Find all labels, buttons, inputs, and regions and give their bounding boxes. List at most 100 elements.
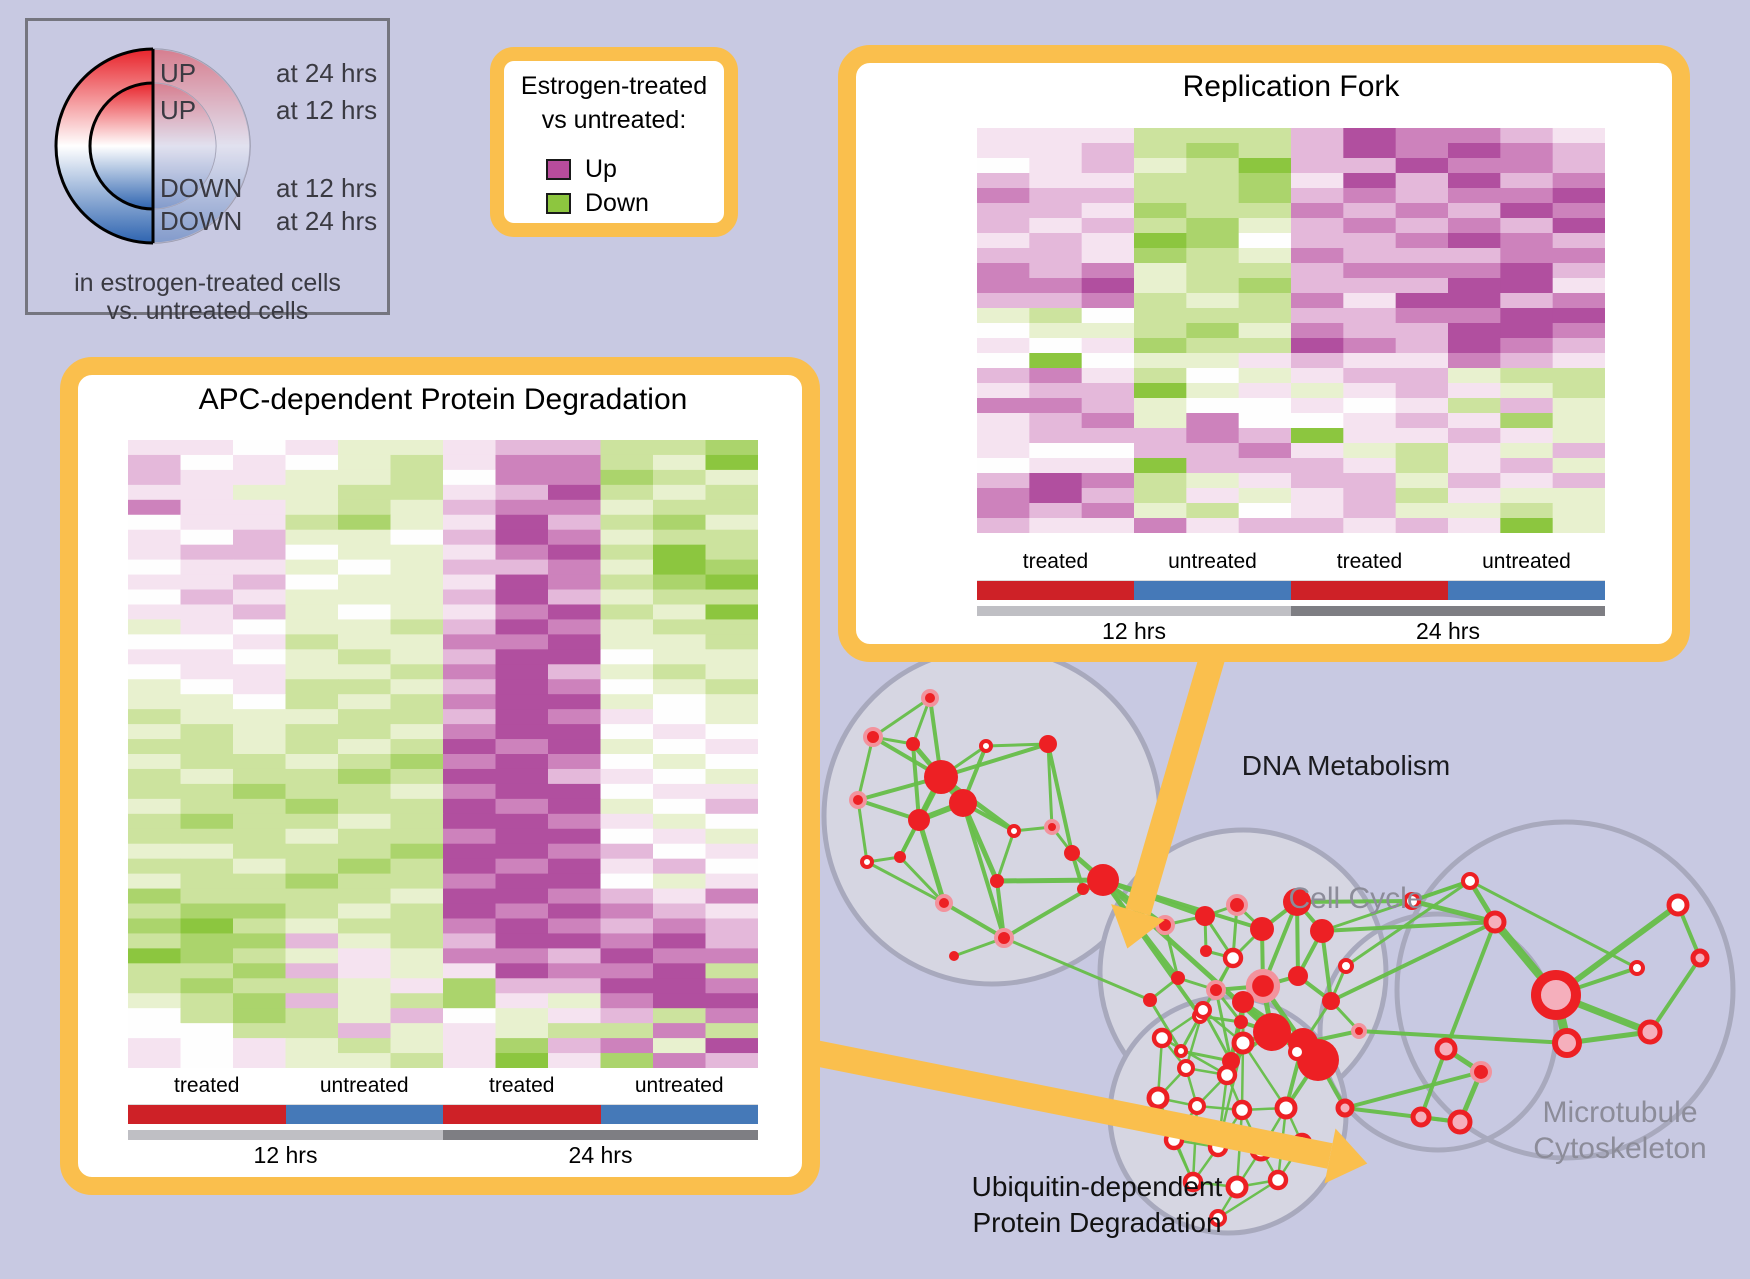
heatmap-cell xyxy=(1343,128,1397,144)
heatmap-cell xyxy=(495,514,549,531)
heatmap-cell xyxy=(1238,488,1292,504)
heatmap-cell xyxy=(495,499,549,516)
heatmap-cell xyxy=(233,783,286,800)
heatmap-cell xyxy=(233,1038,286,1054)
heatmap-cell xyxy=(1029,488,1083,504)
heatmap-cell xyxy=(390,544,444,561)
network-node-ringw xyxy=(1666,893,1690,917)
heatmap-cell xyxy=(705,529,758,546)
network-node-solid xyxy=(1283,888,1311,916)
heatmap-cell xyxy=(128,440,181,456)
heatmap-cell xyxy=(338,1008,391,1024)
heatmap-cell xyxy=(443,1008,496,1024)
network-node-ringp xyxy=(1434,1037,1458,1061)
heatmap-cell xyxy=(495,1053,549,1068)
heatmap-cell xyxy=(705,1023,758,1039)
heatmap-cell xyxy=(1081,203,1135,219)
heatmap-cell xyxy=(1448,188,1501,204)
heatmap-cell xyxy=(180,589,234,605)
heatmap-cell xyxy=(338,798,391,815)
heatmap-cell xyxy=(338,918,391,934)
condition-label: untreated xyxy=(1482,550,1571,573)
heatmap-cell xyxy=(1343,518,1397,533)
heatmap-cell xyxy=(390,574,444,591)
heatmap-cell xyxy=(390,798,444,815)
heatmap-cell xyxy=(600,903,654,919)
network-node-solid xyxy=(1195,906,1215,926)
heatmap-cell xyxy=(390,813,444,830)
heatmap-cell xyxy=(1343,353,1397,369)
heatmap-cell xyxy=(1291,443,1344,459)
network-edge xyxy=(865,860,946,905)
heatmap-cell xyxy=(1238,458,1292,474)
heatmap-cell xyxy=(1238,518,1292,533)
heatmap-cell xyxy=(128,529,181,546)
heatmap-cell xyxy=(1186,488,1240,504)
heatmap-cell xyxy=(705,1038,758,1054)
condition-label: treated xyxy=(1336,550,1403,573)
heatmap-cell xyxy=(390,978,444,994)
heatmap-cell xyxy=(600,813,654,830)
heatmap-cell xyxy=(128,619,181,635)
heatmap-cell xyxy=(180,739,234,755)
network-edge xyxy=(942,901,1006,940)
network-edge xyxy=(1468,879,1639,970)
heatmap-cell xyxy=(338,469,391,486)
heatmap-cell xyxy=(1081,173,1135,189)
network-node-ringw xyxy=(1403,892,1421,910)
heatmap-cell xyxy=(233,1053,286,1068)
heatmap-cell xyxy=(977,188,1030,204)
heatmap-cell xyxy=(1186,173,1240,189)
heatmap-cell xyxy=(180,873,234,890)
heatmap-cell xyxy=(600,724,654,740)
heatmap-cell xyxy=(390,469,444,486)
heatmap-cell xyxy=(705,903,758,919)
heatmap-cell xyxy=(338,604,391,620)
heatmap-cell xyxy=(128,634,181,650)
heatmap-cell xyxy=(1448,263,1501,279)
heatmap-cell xyxy=(1552,353,1605,369)
heatmap-cell xyxy=(285,589,339,605)
heatmap-cell xyxy=(180,1038,234,1054)
heatmap-cell xyxy=(1186,248,1240,264)
heatmap-cell xyxy=(338,828,391,845)
heatmap-cell xyxy=(1029,398,1083,414)
network-edge xyxy=(961,801,1006,940)
network-node-solid xyxy=(1143,993,1157,1007)
network-node-ringw xyxy=(1222,947,1244,969)
heatmap-cell xyxy=(495,484,549,501)
heatmap-cell xyxy=(180,858,234,875)
heatmap-cell xyxy=(128,1053,181,1068)
heatmap-cell xyxy=(1134,368,1187,384)
heatmap-cell xyxy=(653,544,706,561)
heatmap-cell xyxy=(1500,263,1554,279)
heatmap-cell xyxy=(548,694,601,710)
heatmap-cell xyxy=(705,559,758,576)
heatmap-cell xyxy=(1448,293,1501,309)
heatmap-cell xyxy=(443,544,496,561)
time-label: 12 hrs xyxy=(253,1142,318,1168)
heatmap-cell xyxy=(233,993,286,1009)
heatmap-cell xyxy=(1238,383,1292,399)
heatmap-cell xyxy=(1291,218,1344,234)
heatmap-cell xyxy=(285,993,339,1009)
heatmap-cell xyxy=(233,948,286,964)
heatmap-cell xyxy=(977,143,1030,159)
network-edge xyxy=(1343,1106,1462,1124)
link-arrowhead xyxy=(1111,904,1165,949)
network-node-solid xyxy=(1171,971,1185,985)
heatmap-cell xyxy=(128,1008,181,1024)
heatmap-cell xyxy=(1238,398,1292,414)
heatmap-cell xyxy=(338,903,391,919)
heatmap-cell xyxy=(285,843,339,860)
heatmap-cell xyxy=(1186,368,1240,384)
heatmap-cell xyxy=(1029,518,1083,533)
heatmap-cell xyxy=(233,469,286,486)
heatmap-cell xyxy=(1343,398,1397,414)
heatmap-cell xyxy=(128,768,181,785)
heatmap-cell xyxy=(1448,173,1501,189)
heatmap-cell xyxy=(495,813,549,830)
network-edge xyxy=(1648,956,1702,1034)
condition-label: treated xyxy=(1022,550,1089,573)
heatmap-cell xyxy=(128,589,181,605)
